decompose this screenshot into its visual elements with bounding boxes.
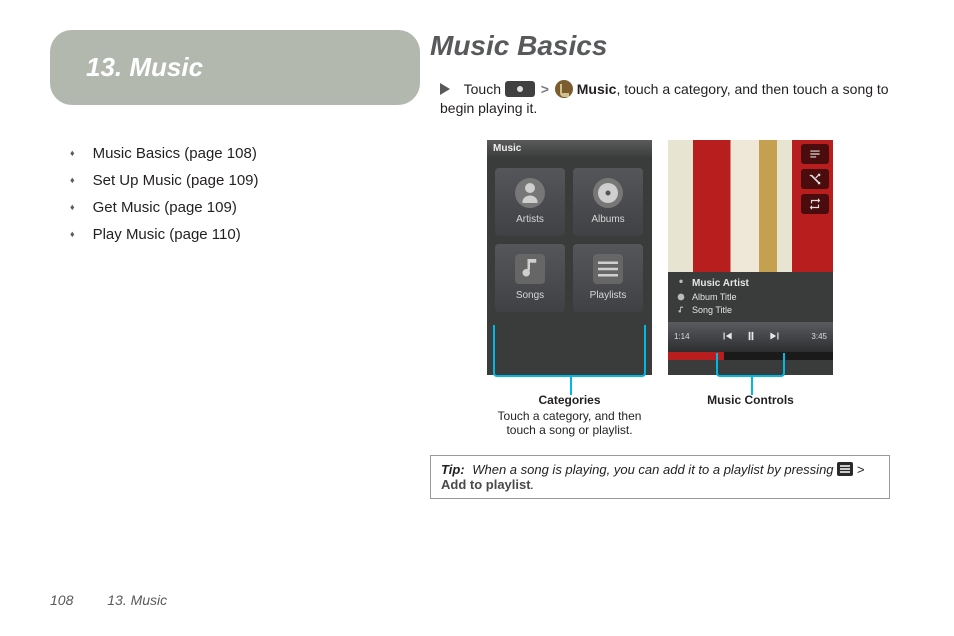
page-footer: 108 13. Music [50,592,167,608]
instruction: Touch > Music, touch a category, and the… [440,80,890,118]
song-label: Song Title [692,305,732,315]
category-tile-albums[interactable]: Albums [573,168,643,236]
albums-icon [593,178,623,208]
section-title: Music Basics [430,30,890,62]
callout-bracket [716,353,785,377]
prev-button[interactable] [720,329,734,345]
caption-text: Touch a category, and then touch a song … [498,409,642,437]
toc-item[interactable]: Music Basics (page 108) [70,145,430,162]
controls-caption: Music Controls [668,393,833,437]
menu-button-icon [837,462,853,476]
queue-icon[interactable] [801,144,829,164]
categories-screenshot: Music Artists Albums Songs [487,140,652,375]
tip-label: Tip: [441,462,465,477]
instruction-prefix: Touch [464,81,501,97]
tile-label: Albums [591,214,624,225]
playlists-icon [593,254,623,284]
shuffle-icon[interactable] [801,169,829,189]
time-current: 1:14 [674,332,690,341]
player-screenshot: Music Artist Album Title Song Title 1:14… [668,140,833,375]
music-titlebar: Music [487,140,652,158]
home-button-icon [505,81,535,97]
tip-action: Add to playlist [441,477,531,492]
track-metadata: Music Artist Album Title Song Title [668,272,833,322]
gt-icon: > [541,81,549,97]
caption-title: Categories [487,393,652,407]
toc-item[interactable]: Set Up Music (page 109) [70,172,430,189]
toc-item-label: Music Basics (page 108) [93,145,257,162]
next-button[interactable] [768,329,782,345]
time-total: 3:45 [811,332,827,341]
toc-item-label: Get Music (page 109) [93,199,237,216]
play-pause-button[interactable] [744,329,758,345]
album-art [668,140,833,272]
categories-caption: Categories Touch a category, and then to… [487,393,652,437]
tile-label: Artists [516,214,544,225]
tip-text: When a song is playing, you can add it t… [472,462,833,477]
album-label: Album Title [692,292,737,302]
tip-period: . [531,477,535,492]
repeat-icon[interactable] [801,194,829,214]
category-tile-songs[interactable]: Songs [495,244,565,312]
tile-label: Songs [516,290,544,301]
toc-item[interactable]: Play Music (page 110) [70,226,430,243]
bullet-triangle-icon [440,83,450,95]
toc-item-label: Play Music (page 110) [93,226,241,243]
toc-item-label: Set Up Music (page 109) [93,172,259,189]
toc-list: Music Basics (page 108) Set Up Music (pa… [70,145,430,243]
songs-icon [515,254,545,284]
tile-label: Playlists [590,290,627,301]
page-number: 108 [50,592,73,608]
category-tile-artists[interactable]: Artists [495,168,565,236]
tip-box: Tip: When a song is playing, you can add… [430,455,890,499]
gt-icon: > [857,462,865,477]
music-app-label: Music [577,81,617,97]
caption-title: Music Controls [668,393,833,407]
chapter-banner: 13. Music [50,30,420,105]
artist-label: Music Artist [692,278,749,289]
toc-item[interactable]: Get Music (page 109) [70,199,430,216]
artists-icon [515,178,545,208]
music-app-icon [555,80,573,98]
callout-bracket [493,325,646,377]
footer-chapter: 13. Music [107,592,167,608]
category-tile-playlists[interactable]: Playlists [573,244,643,312]
player-controls: 1:14 3:45 [668,322,833,352]
